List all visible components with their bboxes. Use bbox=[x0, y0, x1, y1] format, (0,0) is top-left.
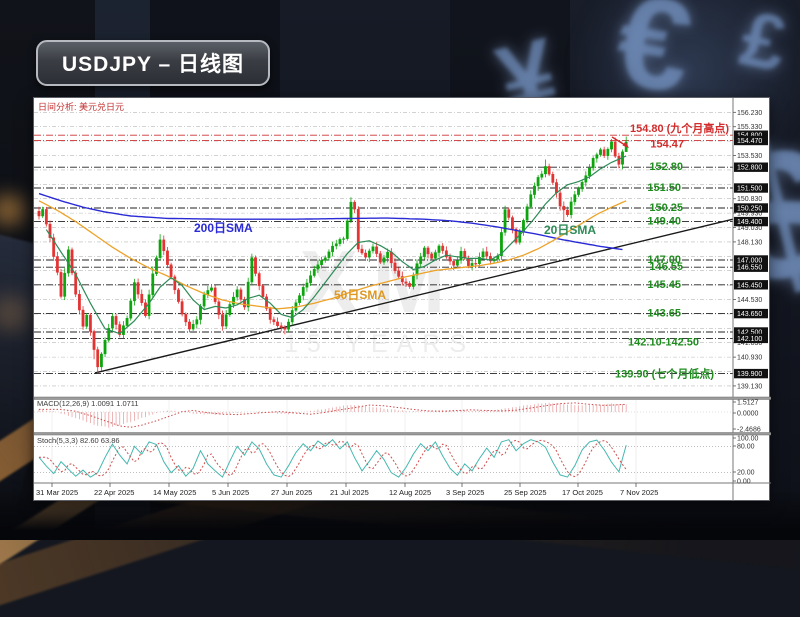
ascending-trendline bbox=[94, 218, 734, 374]
macd-indicator-label: MACD(12,26,9) 1.0091 1.0711 bbox=[37, 399, 139, 408]
svg-text:7 Nov 2025: 7 Nov 2025 bbox=[620, 488, 658, 497]
svg-text:200日SMA: 200日SMA bbox=[194, 221, 253, 235]
svg-text:145.450: 145.450 bbox=[737, 282, 762, 289]
svg-text:146.550: 146.550 bbox=[737, 265, 762, 272]
watermark-logo: XM bbox=[299, 232, 460, 331]
svg-text:147.000: 147.000 bbox=[737, 258, 762, 265]
svg-text:146.55: 146.55 bbox=[649, 261, 683, 273]
svg-text:143.650: 143.650 bbox=[737, 311, 762, 318]
svg-text:5 Jun 2025: 5 Jun 2025 bbox=[212, 488, 249, 497]
svg-text:145.45: 145.45 bbox=[647, 279, 681, 291]
svg-text:142.500: 142.500 bbox=[737, 330, 762, 337]
svg-text:154.470: 154.470 bbox=[737, 138, 762, 145]
svg-text:155.330: 155.330 bbox=[737, 124, 762, 131]
svg-text:144.530: 144.530 bbox=[737, 297, 762, 304]
red-arrow-annotation bbox=[611, 136, 626, 146]
svg-text:153.530: 153.530 bbox=[737, 153, 762, 160]
svg-text:20.00: 20.00 bbox=[737, 470, 755, 477]
svg-text:22 Apr 2025: 22 Apr 2025 bbox=[94, 488, 134, 497]
stoch-d-line bbox=[39, 439, 627, 478]
date-axis: 31 Mar 2025 22 Apr 2025 14 May 2025 5 Jun 2… bbox=[36, 483, 658, 497]
svg-text:17 Oct 2025: 17 Oct 2025 bbox=[562, 488, 603, 497]
svg-text:14 May 2025: 14 May 2025 bbox=[153, 488, 196, 497]
price-chart-panel: XM 15 YEARS 200日SMA 50日SMA 20日SMA 154.80 (九… bbox=[33, 97, 771, 501]
svg-text:149.030: 149.030 bbox=[737, 225, 762, 232]
svg-text:142.10-142.50: 142.10-142.50 bbox=[628, 336, 699, 348]
svg-text:139.90 (七个月低点): 139.90 (七个月低点) bbox=[615, 367, 714, 381]
broker-watermark: XM 15 YEARS bbox=[284, 238, 475, 359]
level-annotations: 154.80 (九个月高点) 154.47 152.80 151.50 150.25 14… bbox=[615, 121, 729, 380]
chart-title-pill: USDJPY – 日线图 bbox=[36, 40, 270, 86]
sma-labels: 200日SMA 50日SMA 20日SMA bbox=[194, 221, 596, 302]
stoch-indicator-label: Stoch(5,3,3) 82.60 63.86 bbox=[37, 436, 120, 445]
svg-text:3 Sep 2025: 3 Sep 2025 bbox=[446, 488, 484, 497]
svg-text:1.5127: 1.5127 bbox=[737, 400, 759, 407]
svg-text:-2.4686: -2.4686 bbox=[737, 427, 761, 434]
svg-text:50日SMA: 50日SMA bbox=[334, 288, 386, 302]
svg-text:149.40: 149.40 bbox=[647, 216, 681, 228]
svg-text:148.130: 148.130 bbox=[737, 239, 762, 246]
sma-line bbox=[38, 192, 623, 251]
svg-text:0.00: 0.00 bbox=[737, 479, 751, 486]
panel-separators bbox=[34, 396, 771, 484]
svg-text:150.25: 150.25 bbox=[649, 202, 683, 214]
svg-text:154.80 (九个月高点): 154.80 (九个月高点) bbox=[630, 121, 729, 135]
svg-text:140.930: 140.930 bbox=[737, 355, 762, 362]
price-axis: 156.230 155.330 153.530 150.830 149.930 149.0… bbox=[732, 98, 768, 501]
svg-text:152.80: 152.80 bbox=[649, 161, 683, 173]
svg-text:143.65: 143.65 bbox=[647, 308, 681, 320]
chart-header-label: 日间分析: 美元兑日元 bbox=[38, 102, 125, 112]
svg-text:100.00: 100.00 bbox=[737, 436, 759, 443]
svg-text:147.00: 147.00 bbox=[647, 254, 681, 266]
svg-text:80.00: 80.00 bbox=[737, 444, 755, 451]
svg-text:0.0000: 0.0000 bbox=[737, 411, 759, 418]
svg-text:141.830: 141.830 bbox=[737, 340, 762, 347]
svg-text:152.800: 152.800 bbox=[737, 165, 762, 172]
sma-line bbox=[45, 155, 627, 335]
macd-panel: 1.5127 0.0000 -2.4686 bbox=[34, 400, 761, 434]
svg-text:151.500: 151.500 bbox=[737, 186, 762, 193]
svg-text:27 Jun 2025: 27 Jun 2025 bbox=[271, 488, 312, 497]
svg-text:151.50: 151.50 bbox=[647, 182, 681, 194]
stoch-k-line bbox=[38, 438, 627, 478]
svg-text:25 Sep 2025: 25 Sep 2025 bbox=[504, 488, 547, 497]
red-arrow-head bbox=[622, 141, 629, 148]
svg-text:149.400: 149.400 bbox=[737, 219, 762, 226]
svg-text:31 Mar 2025: 31 Mar 2025 bbox=[36, 488, 78, 497]
watermark-subtitle: 15 YEARS bbox=[284, 330, 476, 358]
svg-text:154.47: 154.47 bbox=[650, 138, 684, 150]
svg-text:20日SMA: 20日SMA bbox=[544, 223, 596, 237]
svg-text:142.100: 142.100 bbox=[737, 336, 762, 343]
svg-text:139.130: 139.130 bbox=[737, 383, 762, 390]
svg-text:12 Aug 2025: 12 Aug 2025 bbox=[389, 488, 431, 497]
svg-text:21 Jul 2025: 21 Jul 2025 bbox=[330, 488, 369, 497]
sma-line bbox=[38, 200, 627, 310]
svg-text:149.930: 149.930 bbox=[737, 211, 762, 218]
svg-text:156.230: 156.230 bbox=[737, 110, 762, 117]
svg-text:150.250: 150.250 bbox=[737, 206, 762, 213]
svg-text:150.830: 150.830 bbox=[737, 196, 762, 203]
svg-text:139.900: 139.900 bbox=[737, 371, 762, 378]
candles bbox=[37, 136, 628, 374]
